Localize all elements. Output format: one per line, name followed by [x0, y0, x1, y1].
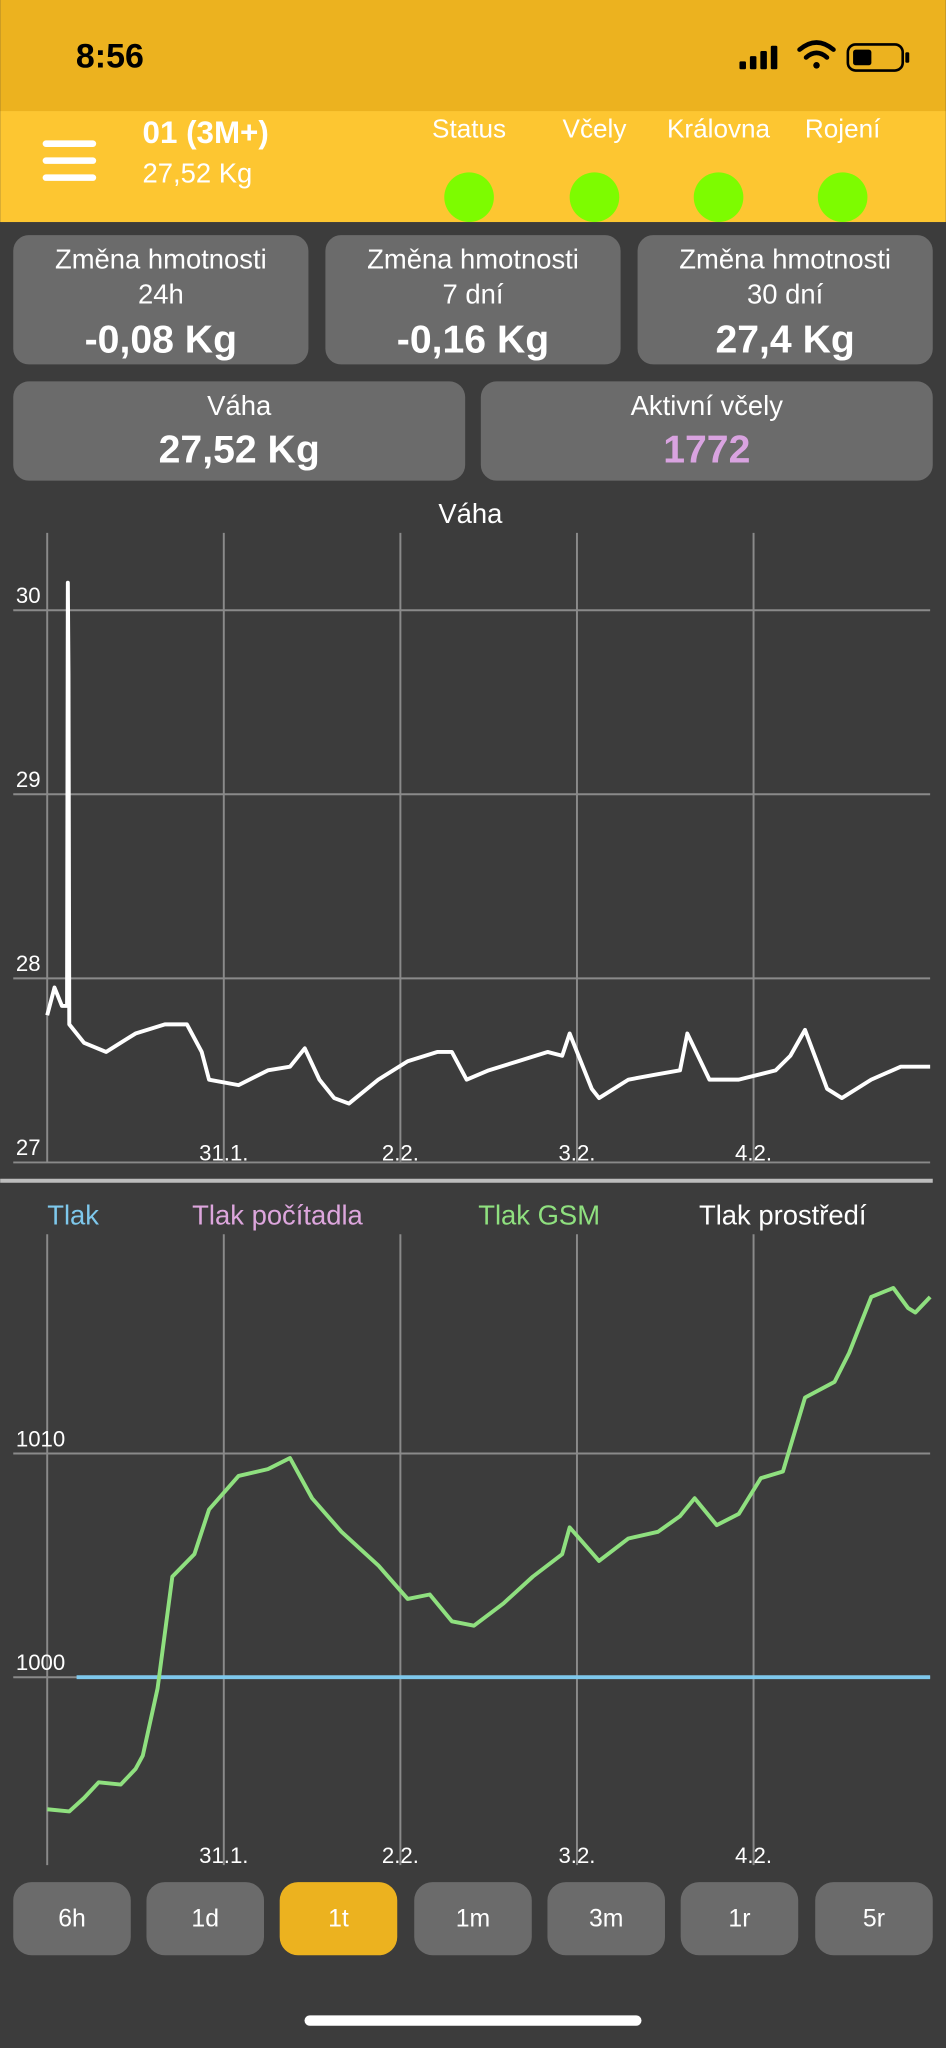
stat-card — [13, 235, 309, 365]
y-tick-label: 1000 — [16, 1650, 65, 1675]
indicator-dot — [444, 172, 494, 223]
card-period: 24h — [138, 279, 184, 310]
range-button-label[interactable]: 1t — [328, 1906, 349, 1933]
y-tick-label: 29 — [16, 767, 41, 792]
y-tick-label: 28 — [16, 951, 41, 976]
indicator-label: Včely — [563, 114, 627, 144]
range-button[interactable] — [680, 1882, 799, 1956]
range-button-label[interactable]: 3m — [589, 1906, 623, 1933]
status-time: 8:56 — [76, 38, 144, 76]
home-indicator — [304, 2015, 642, 2026]
summary-label: Váha — [207, 390, 272, 421]
legend-entry[interactable]: Tlak — [47, 1200, 99, 1231]
x-tick-label: 3.2. — [558, 1140, 595, 1165]
stat-card — [325, 235, 621, 365]
range-button-label[interactable]: 1m — [456, 1906, 490, 1933]
legend-entry[interactable]: Tlak prostředí — [699, 1200, 867, 1231]
y-tick-label: 1010 — [16, 1426, 65, 1451]
chart-title: Váha — [438, 498, 503, 529]
summary-card — [480, 381, 933, 481]
range-button[interactable] — [815, 1882, 933, 1956]
range-button[interactable] — [13, 1882, 131, 1956]
x-tick-label: 2.2. — [382, 1140, 419, 1165]
status-bar — [0, 0, 946, 112]
signal-icon — [739, 45, 778, 70]
card-label: Změna hmotnosti — [55, 243, 267, 274]
indicator-dot — [569, 172, 620, 223]
x-tick-label: 31.1. — [199, 1140, 248, 1165]
card-value: -0,08 Kg — [85, 319, 237, 362]
card-label: Změna hmotnosti — [679, 243, 891, 274]
range-button[interactable] — [279, 1882, 398, 1956]
indicator-dot — [817, 172, 868, 223]
stat-card — [637, 235, 933, 365]
range-button-label[interactable]: 1r — [728, 1906, 750, 1933]
card-period: 30 dní — [747, 279, 824, 310]
summary-value: 1772 — [663, 428, 750, 471]
menu-button[interactable] — [42, 140, 97, 181]
x-tick-label: 4.2. — [735, 1140, 772, 1165]
y-tick-label: 27 — [16, 1135, 41, 1160]
range-button[interactable] — [414, 1882, 532, 1956]
x-tick-label: 3.2. — [558, 1843, 595, 1868]
data-line — [47, 1286, 932, 1814]
hive-title: 01 (3M+) — [143, 115, 269, 150]
summary-value: 27,52 Kg — [159, 428, 320, 471]
x-tick-label: 31.1. — [199, 1843, 248, 1868]
range-button-label[interactable]: 5r — [863, 1906, 885, 1933]
range-button[interactable] — [146, 1882, 265, 1956]
indicator-label: Královna — [667, 114, 771, 144]
range-button[interactable] — [547, 1882, 665, 1956]
wifi-icon — [797, 40, 836, 69]
card-label: Změna hmotnosti — [367, 243, 579, 274]
range-button-label[interactable]: 6h — [58, 1906, 86, 1933]
legend-entry[interactable]: Tlak GSM — [478, 1200, 600, 1231]
battery-icon — [846, 43, 910, 72]
indicator-label: Status — [432, 114, 506, 144]
x-tick-label: 4.2. — [735, 1843, 772, 1868]
legend-entry[interactable]: Tlak počítadla — [192, 1200, 363, 1231]
card-value: -0,16 Kg — [397, 319, 549, 362]
x-tick-label: 2.2. — [382, 1843, 419, 1868]
hive-weight: 27,52 Kg — [143, 157, 253, 188]
card-value: 27,4 Kg — [715, 319, 854, 362]
indicator-label: Rojení — [805, 114, 881, 144]
indicator-dot — [693, 172, 744, 223]
y-tick-label: 30 — [16, 583, 41, 608]
summary-card — [13, 381, 466, 481]
data-line — [45, 580, 931, 1106]
summary-label: Aktivní včely — [631, 390, 784, 421]
range-button-label[interactable]: 1d — [191, 1906, 219, 1933]
card-period: 7 dní — [443, 279, 504, 310]
